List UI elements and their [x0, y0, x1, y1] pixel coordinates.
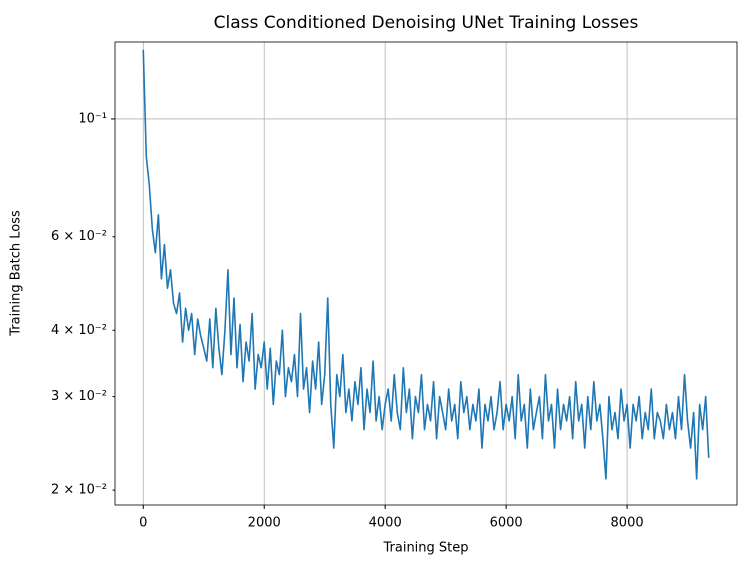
x-tick-label: 6000	[490, 516, 523, 531]
x-tick-label: 4000	[369, 516, 402, 531]
y-tick-label: 2 × 10⁻²	[51, 483, 107, 498]
x-tick-label: 0	[139, 516, 147, 531]
y-axis-label: Training Batch Loss	[9, 210, 24, 337]
y-tick-label: 10⁻¹	[78, 111, 107, 126]
x-tick-label: 2000	[248, 516, 281, 531]
x-axis-label: Training Step	[382, 541, 468, 556]
y-tick-label: 3 × 10⁻²	[51, 389, 107, 404]
y-tick-label: 4 × 10⁻²	[51, 323, 107, 338]
line	[142, 49, 710, 480]
plot-frame	[114, 41, 738, 506]
chart-title: Class Conditioned Denoising UNet Trainin…	[214, 13, 639, 33]
x-tick-label: 8000	[611, 516, 644, 531]
y-tick-label: 6 × 10⁻²	[51, 229, 107, 244]
